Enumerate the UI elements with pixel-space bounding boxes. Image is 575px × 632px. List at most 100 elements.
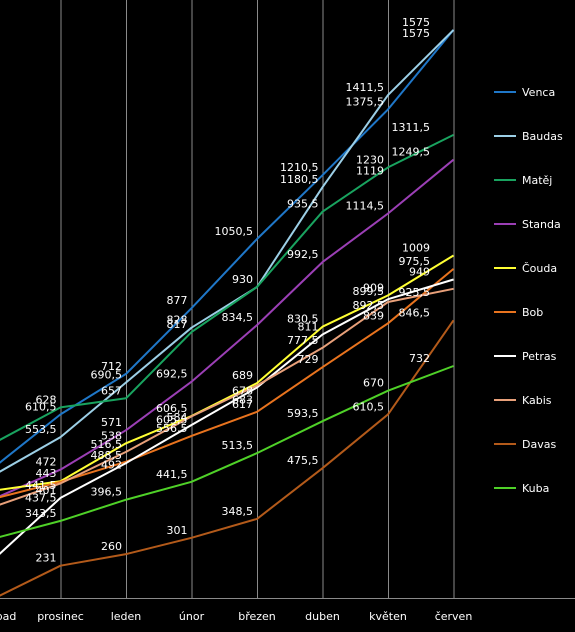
x-tick-label: březen bbox=[238, 610, 276, 623]
data-label: 260 bbox=[101, 540, 122, 553]
x-tick-label: pad bbox=[0, 610, 16, 623]
data-label: 396,5 bbox=[91, 486, 123, 499]
x-tick-label: duben bbox=[305, 610, 340, 623]
data-label: 909 bbox=[363, 281, 384, 294]
data-label: 556,5 bbox=[156, 422, 188, 435]
data-label: 584 bbox=[167, 411, 188, 424]
data-label: 492 bbox=[101, 459, 122, 472]
data-label: 892,5 bbox=[353, 299, 385, 312]
data-label: 617 bbox=[232, 398, 253, 411]
data-label: 488,5 bbox=[91, 449, 123, 462]
data-label: 571 bbox=[101, 416, 122, 429]
data-label: 670 bbox=[363, 377, 384, 390]
data-label: 949 bbox=[409, 265, 430, 278]
data-label: 690,5 bbox=[91, 369, 123, 382]
legend-label-davas: Davas bbox=[522, 438, 556, 451]
data-label: 1114,5 bbox=[346, 199, 385, 212]
data-label: 1050,5 bbox=[215, 225, 254, 238]
data-label: 628 bbox=[36, 393, 57, 406]
legend-label-couda: Čouda bbox=[522, 262, 557, 275]
series-line-petras bbox=[0, 278, 454, 555]
series-line-baudas bbox=[0, 29, 455, 473]
series-line-standa bbox=[0, 158, 455, 498]
legend-label-standa: Standa bbox=[522, 218, 561, 231]
legend-label-matej: Matěj bbox=[522, 174, 552, 187]
data-label: 1311,5 bbox=[392, 121, 431, 134]
data-label: 610,5 bbox=[353, 400, 385, 413]
data-label: 732 bbox=[409, 352, 430, 365]
data-label: 692,5 bbox=[156, 368, 188, 381]
data-label: 516,5 bbox=[91, 438, 123, 451]
data-label: 1575 bbox=[402, 16, 430, 29]
data-label: 605,5 bbox=[156, 413, 188, 426]
data-label: 935,5 bbox=[287, 198, 319, 211]
legend-label-kuba: Kuba bbox=[522, 482, 549, 495]
data-label: 683 bbox=[232, 394, 253, 407]
data-label: 811 bbox=[298, 320, 319, 333]
x-tick-label: únor bbox=[179, 610, 205, 623]
x-tick-label: květen bbox=[369, 610, 407, 623]
legend-label-kabis: Kabis bbox=[522, 394, 552, 407]
data-label: 553,5 bbox=[25, 423, 57, 436]
data-label: 1575 bbox=[402, 27, 430, 40]
data-label: 834,5 bbox=[222, 311, 254, 324]
x-tick-label: leden bbox=[111, 610, 142, 623]
x-axis-ticks: pad prosinec leden únor březen duben květen čer… bbox=[0, 610, 472, 623]
data-label: 610,5 bbox=[25, 400, 57, 413]
x-tick-label: prosinec bbox=[37, 610, 84, 623]
series-line-couda bbox=[0, 254, 455, 491]
legend-label-petras: Petras bbox=[522, 350, 557, 363]
data-label: 443 bbox=[36, 467, 57, 480]
data-label: 712 bbox=[101, 360, 122, 373]
x-tick-label: červen bbox=[435, 610, 473, 623]
data-label: 348,5 bbox=[222, 505, 254, 518]
data-label: 729 bbox=[298, 353, 319, 366]
data-label: 817 bbox=[167, 318, 188, 331]
data-label: 1230 bbox=[356, 153, 384, 166]
data-label: 925,5 bbox=[399, 286, 431, 299]
data-label: 1375,5 bbox=[346, 95, 385, 108]
data-label: 1119 bbox=[356, 164, 384, 177]
data-label: 975,5 bbox=[399, 255, 431, 268]
data-label: 1009 bbox=[402, 242, 430, 255]
series-line-matej bbox=[0, 134, 454, 441]
data-label: 992,5 bbox=[287, 248, 319, 261]
data-label: 777,5 bbox=[287, 334, 319, 347]
series-line-kabis bbox=[0, 287, 454, 506]
data-label: 343,5 bbox=[25, 507, 57, 520]
legend-label-baudas: Baudas bbox=[522, 130, 563, 143]
data-label: 1210,5 bbox=[280, 161, 319, 174]
data-label: 441,5 bbox=[156, 468, 188, 481]
series-line-davas bbox=[0, 319, 455, 597]
data-label: 839 bbox=[363, 309, 384, 322]
series-line-venca bbox=[0, 29, 455, 464]
data-label: 472 bbox=[36, 456, 57, 469]
data-label: 1180,5 bbox=[280, 173, 319, 186]
data-label: 301 bbox=[167, 524, 188, 537]
data-label: 231 bbox=[36, 552, 57, 565]
data-label: 437,5 bbox=[25, 491, 57, 504]
data-label: 538 bbox=[101, 429, 122, 442]
data-label: 877 bbox=[167, 294, 188, 307]
series-lines bbox=[0, 29, 455, 597]
data-label: 441,5 bbox=[25, 479, 57, 492]
data-label: 401 bbox=[36, 484, 57, 497]
data-label: 475,5 bbox=[287, 454, 319, 467]
data-label: 1249,5 bbox=[392, 146, 431, 159]
legend: Venca Baudas Matěj Standa Čouda Bob Petras Kabi… bbox=[494, 86, 563, 495]
data-label: 846,5 bbox=[399, 306, 431, 319]
data-label: 513,5 bbox=[222, 439, 254, 452]
data-label: 828 bbox=[167, 314, 188, 327]
data-labels: 610,5553,5628472443441,5437,5343,5401231… bbox=[25, 16, 430, 565]
data-label: 1411,5 bbox=[346, 81, 385, 94]
legend-label-venca: Venca bbox=[522, 86, 555, 99]
data-label: 606,5 bbox=[156, 402, 188, 415]
series-line-kuba bbox=[0, 365, 454, 538]
data-label: 830,5 bbox=[287, 313, 319, 326]
data-label: 899,5 bbox=[353, 285, 385, 298]
data-label: 930 bbox=[232, 273, 253, 286]
data-label: 678 bbox=[232, 385, 253, 398]
data-label: 593,5 bbox=[287, 407, 319, 420]
data-label: 689 bbox=[232, 369, 253, 382]
